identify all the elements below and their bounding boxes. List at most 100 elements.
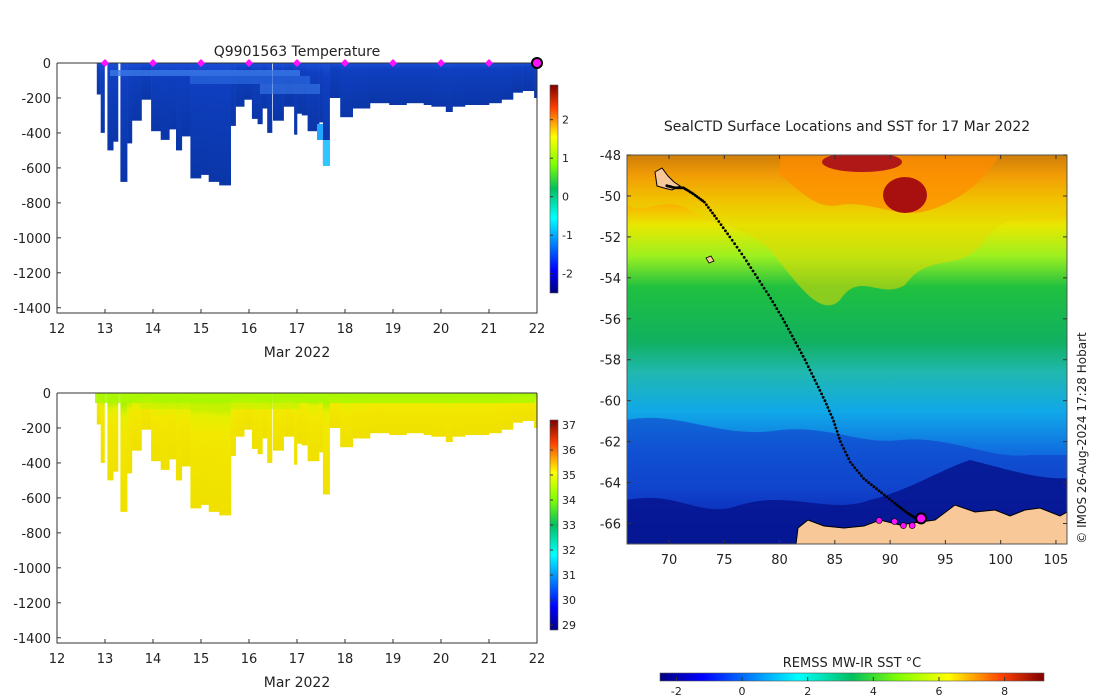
track-point <box>756 276 759 280</box>
track-point <box>832 419 836 423</box>
track-point <box>760 283 764 287</box>
profile-bar <box>329 393 341 428</box>
track-point <box>847 457 851 461</box>
profile-bar <box>181 63 191 137</box>
profile-bar <box>230 63 236 126</box>
profile-bar <box>307 393 320 462</box>
track-point <box>773 303 777 307</box>
track-point <box>749 266 753 269</box>
profile-marker <box>149 59 157 67</box>
track-point <box>829 412 833 416</box>
map-y-tick-label: -62 <box>600 436 621 451</box>
temperature-panel: Q9901563 Temperature 12 13 14 15 16 17 18 19 20 2… <box>13 44 573 361</box>
profile-bar <box>100 393 105 463</box>
track-point <box>788 331 792 334</box>
temperature-xlabel: Mar 2022 <box>264 345 331 361</box>
profile-bar <box>322 63 330 165</box>
track-point <box>823 399 827 403</box>
y-tick-label: -600 <box>21 492 51 507</box>
profile-bar <box>107 63 114 151</box>
profile-bar <box>301 393 308 446</box>
map-title: SealCTD Surface Locations and SST for 17… <box>664 119 1030 135</box>
profile-bar <box>201 63 209 175</box>
salinity-xlabel: Mar 2022 <box>264 675 331 691</box>
profile-bar <box>340 63 353 118</box>
x-tick-label: 17 <box>289 652 306 667</box>
heard-island <box>705 255 715 264</box>
map-x-tick-label: 95 <box>937 553 954 568</box>
profile-bar <box>127 63 133 144</box>
map-y-tick-label: -54 <box>600 272 621 287</box>
track-point <box>837 436 841 440</box>
map-x-tick-label: 105 <box>1044 553 1069 568</box>
current-location-marker <box>915 512 928 525</box>
x-tick-label: 16 <box>241 652 258 667</box>
track-point <box>785 324 788 327</box>
x-tick-label: 18 <box>337 652 354 667</box>
track-point <box>735 245 739 249</box>
y-tick-label: -1000 <box>13 562 51 577</box>
colorbar-tick-label: 34 <box>562 494 576 507</box>
profile-bar <box>113 63 119 142</box>
track-point <box>753 273 757 276</box>
profile-bar <box>294 393 298 465</box>
track-point <box>806 365 810 368</box>
profile-bar <box>235 393 245 437</box>
profile-bar <box>534 63 538 98</box>
track-point <box>839 440 842 443</box>
map-y-tick-label: -60 <box>600 395 621 410</box>
colorbar-tick-label: 2 <box>562 114 569 127</box>
profile-bar <box>431 63 447 107</box>
profile-bar <box>120 63 128 182</box>
track-point <box>762 286 766 290</box>
track-point <box>787 327 790 331</box>
profile-bar <box>406 393 424 434</box>
profile-bar <box>307 63 320 132</box>
profile-marker <box>437 59 445 67</box>
sst-colorbar <box>659 672 1045 682</box>
track-point <box>815 382 818 385</box>
sst-colorbar-tick-label: 6 <box>935 685 942 698</box>
recent-location <box>875 517 883 524</box>
sst-field <box>627 155 1067 544</box>
profile-bar <box>389 63 407 105</box>
profile-bar <box>352 393 371 439</box>
profile-bar <box>370 63 390 104</box>
track-point <box>893 501 896 505</box>
track-point <box>745 259 748 263</box>
profile-bar <box>370 393 390 434</box>
profile-bar <box>181 393 191 467</box>
y-tick-label: -200 <box>21 92 51 107</box>
profile-bar <box>141 63 152 100</box>
kerguelen-island <box>654 167 681 191</box>
colorbar-tick-label: 0 <box>562 191 569 204</box>
x-tick-label: 19 <box>385 322 402 337</box>
profile-marker <box>485 59 493 67</box>
map-y-tick-label: -52 <box>600 231 621 246</box>
profile-bar <box>127 393 133 474</box>
recent-location <box>908 522 916 529</box>
track-point <box>826 406 830 409</box>
track-point <box>717 220 721 223</box>
profile-bar <box>267 393 273 463</box>
track-point <box>877 489 881 493</box>
track-point <box>848 460 852 464</box>
x-tick-label: 13 <box>97 322 114 337</box>
track-point <box>703 200 706 204</box>
profile-bar <box>190 393 202 509</box>
track-point <box>719 223 723 227</box>
profile-bar <box>176 393 183 481</box>
map-y-tick-label: -48 <box>600 149 621 164</box>
profile-bar <box>389 393 407 435</box>
temperature-title: Q9901563 Temperature <box>214 44 381 60</box>
profile-bar <box>100 63 105 133</box>
profile-bar <box>522 393 535 421</box>
profile-bar <box>489 393 502 434</box>
map-x-tick-label: 70 <box>661 553 678 568</box>
colorbar-tick-label: 36 <box>562 444 576 457</box>
profile-bar <box>329 63 341 98</box>
colorbar-tick-label: -1 <box>562 229 573 242</box>
colorbar-tick-label: 37 <box>562 419 576 432</box>
profile-bar <box>169 393 177 460</box>
map-y-tick-label: -66 <box>600 518 621 533</box>
